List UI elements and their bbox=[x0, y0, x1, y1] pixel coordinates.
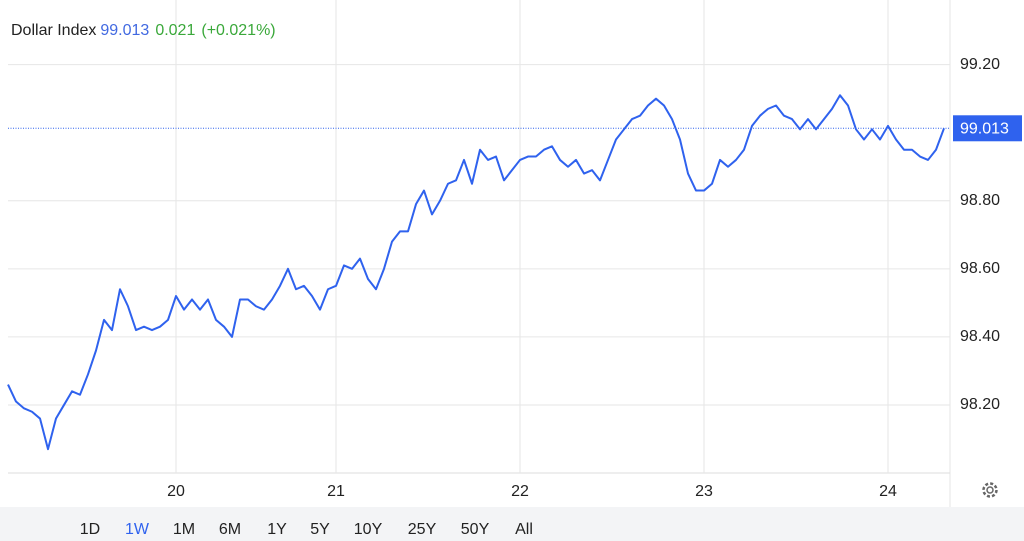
range-button[interactable]: 1W bbox=[125, 521, 150, 538]
range-button[interactable]: 10Y bbox=[354, 521, 383, 538]
x-tick-label: 22 bbox=[511, 483, 529, 500]
y-tick-label: 98.80 bbox=[960, 192, 1000, 209]
settings-icon[interactable] bbox=[982, 482, 998, 498]
y-tick-label: 98.20 bbox=[960, 396, 1000, 413]
x-tick-label: 20 bbox=[167, 483, 185, 500]
range-button[interactable]: 1Y bbox=[267, 521, 287, 538]
x-tick-label: 23 bbox=[695, 483, 713, 500]
range-bar bbox=[0, 507, 1024, 541]
price: 99.013 bbox=[100, 22, 150, 39]
range-button[interactable]: All bbox=[515, 521, 533, 538]
x-tick-label: 24 bbox=[879, 483, 897, 500]
y-tick-label: 98.40 bbox=[960, 328, 1000, 345]
last-price-tag bbox=[953, 115, 1022, 142]
last-price-label: 99.013 bbox=[960, 121, 1009, 138]
range-button[interactable]: 1D bbox=[80, 521, 100, 538]
range-button[interactable]: 50Y bbox=[461, 521, 490, 538]
header: Dollar Index 99.013 0.021 (+0.021%) bbox=[11, 22, 282, 40]
range-button[interactable]: 1M bbox=[173, 521, 195, 538]
y-tick-label: 98.60 bbox=[960, 260, 1000, 277]
range-button[interactable]: 25Y bbox=[408, 521, 437, 538]
range-button[interactable]: 5Y bbox=[310, 521, 330, 538]
change-percent: (+0.021%) bbox=[201, 22, 276, 39]
change: 0.021 bbox=[155, 22, 196, 39]
chart-title: Dollar Index bbox=[11, 22, 97, 39]
x-tick-label: 21 bbox=[327, 483, 345, 500]
y-tick-label: 99.20 bbox=[960, 56, 1000, 73]
price-line bbox=[7, 94, 945, 451]
range-button[interactable]: 6M bbox=[219, 521, 241, 538]
